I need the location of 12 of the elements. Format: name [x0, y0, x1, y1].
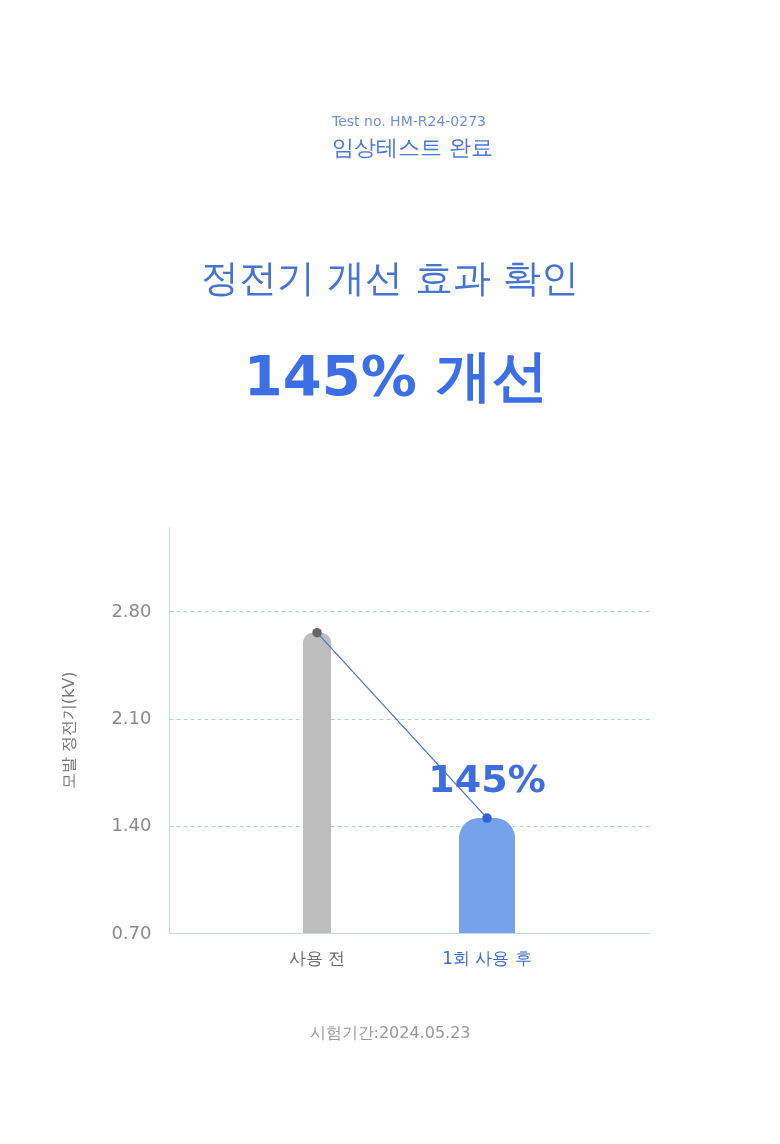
y-tick-label: 2.10	[111, 707, 152, 729]
text: 임상테스트 완료	[332, 135, 493, 160]
text: Test no. HM-R24-0273	[331, 113, 486, 129]
x-tick-label: 사용 전	[288, 947, 346, 968]
chart-title: 정전기 개선 효과 확인	[200, 256, 580, 300]
text: 시험기간:2024.05.23	[309, 1023, 471, 1042]
y-tick-label: 0.70	[111, 921, 152, 943]
chart-subtitle: 145% 개선	[243, 343, 549, 408]
y-tick-label: 1.40	[111, 814, 152, 836]
y-axis-title: 모발 정전기(kV)	[59, 671, 79, 790]
y-tick-label: 2.80	[111, 599, 152, 621]
x-tick-label: 1회 사용 후	[442, 947, 532, 968]
